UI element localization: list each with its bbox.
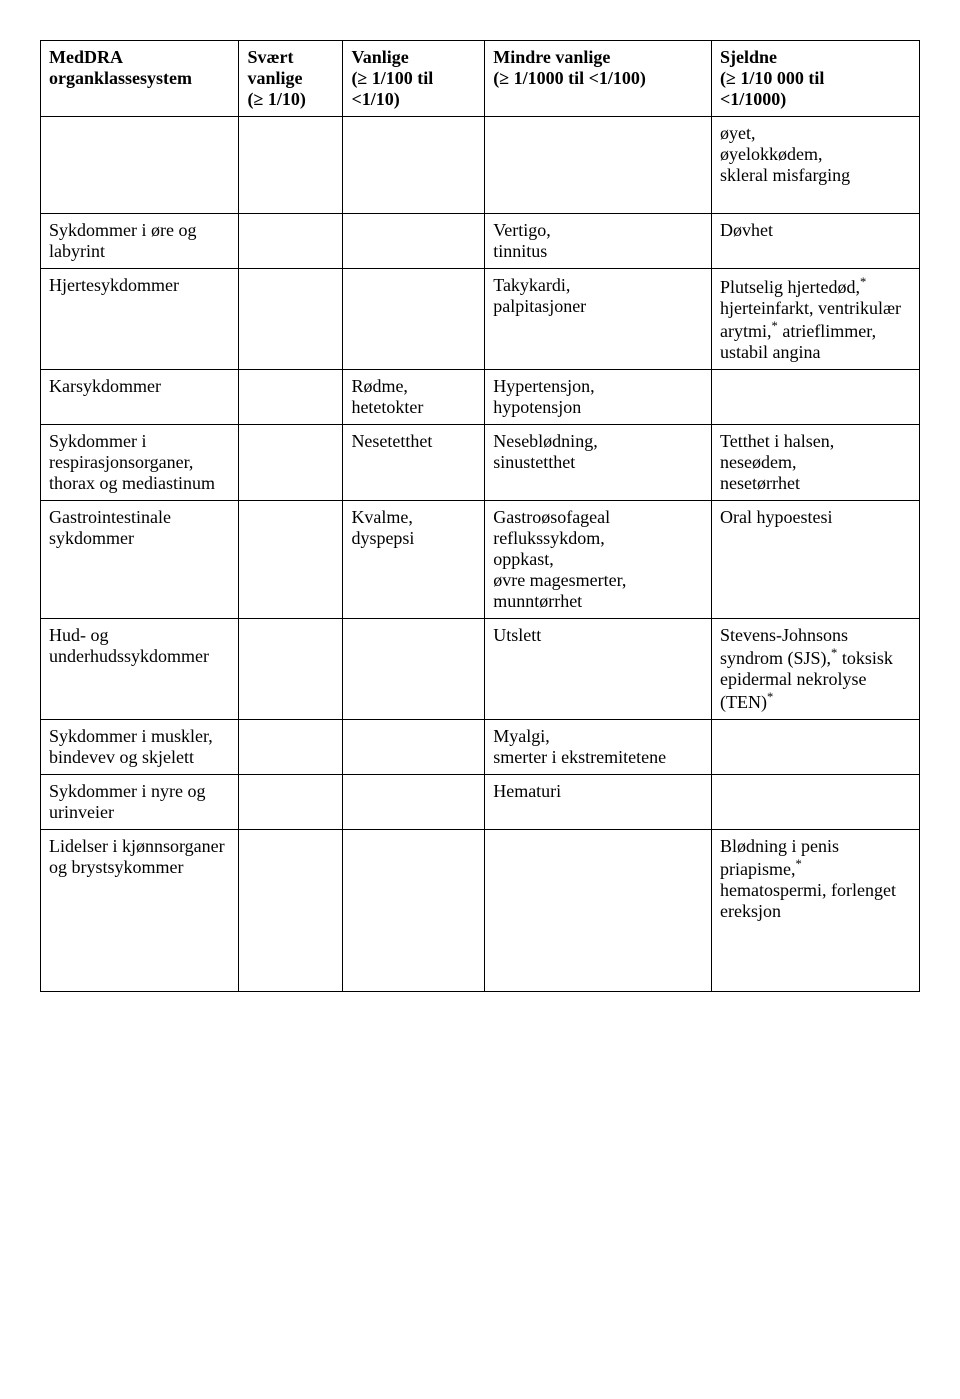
table-cell: Stevens-Johnsons syndrom (SJS),* toksisk… — [712, 619, 920, 720]
table-cell — [41, 117, 239, 214]
table-cell — [239, 425, 343, 501]
table-row: Karsykdommer Rødme, hetetokterHypertensjo… — [41, 370, 920, 425]
col-header-common: Vanlige (≥ 1/100 til <1/10) — [343, 41, 485, 117]
table-row: Hjertesykdommer Takykardi, palpitasjonerP… — [41, 269, 920, 370]
table-cell: Plutselig hjertedød,* hjerteinfarkt, ven… — [712, 269, 920, 370]
table-cell: Neseblødning, sinustetthet — [485, 425, 712, 501]
col-header-very-common: Svært vanlige (≥ 1/10) — [239, 41, 343, 117]
table-row: øyet, øyelokkødem, skleral misfarging — [41, 117, 920, 214]
table-row: Hud- og underhudssykdommer UtslettStevens… — [41, 619, 920, 720]
table-cell — [485, 830, 712, 992]
table-row: Lidelser i kjønnsorganer og brystsykomme… — [41, 830, 920, 992]
table-cell — [343, 214, 485, 269]
table-cell: Vertigo, tinnitus — [485, 214, 712, 269]
table-cell — [712, 720, 920, 775]
table-cell — [239, 214, 343, 269]
table-cell — [239, 501, 343, 619]
table-cell: Rødme, hetetokter — [343, 370, 485, 425]
table-cell: Utslett — [485, 619, 712, 720]
table-cell: Hematuri — [485, 775, 712, 830]
table-cell — [343, 830, 485, 992]
table-cell: Karsykdommer — [41, 370, 239, 425]
table-cell: Hjertesykdommer — [41, 269, 239, 370]
table-cell — [343, 775, 485, 830]
table-cell: Gastroøsofageal reflukssykdom, oppkast, … — [485, 501, 712, 619]
col-header-uncommon: Mindre vanlige (≥ 1/1000 til <1/100) — [485, 41, 712, 117]
table-cell — [343, 619, 485, 720]
table-cell: Kvalme, dyspepsi — [343, 501, 485, 619]
table-cell: Sykdommer i muskler, bindevev og skjelet… — [41, 720, 239, 775]
table-cell: Nesetetthet — [343, 425, 485, 501]
table-cell: Oral hypoestesi — [712, 501, 920, 619]
table-cell — [485, 117, 712, 214]
table-cell: Lidelser i kjønnsorganer og brystsykomme… — [41, 830, 239, 992]
table-cell — [712, 370, 920, 425]
meddra-table: MedDRA organklassesystem Svært vanlige (… — [40, 40, 920, 992]
table-cell: Hypertensjon, hypotensjon — [485, 370, 712, 425]
table-cell — [239, 720, 343, 775]
table-cell — [239, 619, 343, 720]
table-cell: Blødning i penis priapisme,* hematosperm… — [712, 830, 920, 992]
table-cell: Sykdommer i nyre og urinveier — [41, 775, 239, 830]
table-row: Sykdommer i nyre og urinveier Hematuri — [41, 775, 920, 830]
table-cell — [712, 775, 920, 830]
table-row: Sykdommer i respirasjonsorganer, thorax … — [41, 425, 920, 501]
table-cell — [239, 830, 343, 992]
col-header-organ-system: MedDRA organklassesystem — [41, 41, 239, 117]
table-cell — [343, 720, 485, 775]
table-cell: Takykardi, palpitasjoner — [485, 269, 712, 370]
table-row: Gastrointestinale sykdommer Kvalme, dyspe… — [41, 501, 920, 619]
table-cell: Gastrointestinale sykdommer — [41, 501, 239, 619]
table-cell — [343, 117, 485, 214]
table-cell: Sykdommer i respirasjonsorganer, thorax … — [41, 425, 239, 501]
table-cell — [239, 370, 343, 425]
table-cell: øyet, øyelokkødem, skleral misfarging — [712, 117, 920, 214]
table-cell: Myalgi, smerter i ekstremitetene — [485, 720, 712, 775]
col-header-rare: Sjeldne (≥ 1/10 000 til <1/1000) — [712, 41, 920, 117]
table-row: Sykdommer i øre og labyrint Vertigo, tinn… — [41, 214, 920, 269]
table-cell — [239, 269, 343, 370]
table-cell: Sykdommer i øre og labyrint — [41, 214, 239, 269]
table-row: Sykdommer i muskler, bindevev og skjelet… — [41, 720, 920, 775]
table-cell: Hud- og underhudssykdommer — [41, 619, 239, 720]
table-cell: Døvhet — [712, 214, 920, 269]
table-cell — [239, 775, 343, 830]
table-cell: Tetthet i halsen, neseødem, nesetørrhet — [712, 425, 920, 501]
table-cell — [239, 117, 343, 214]
table-header-row: MedDRA organklassesystem Svært vanlige (… — [41, 41, 920, 117]
table-cell — [343, 269, 485, 370]
table-body: øyet, øyelokkødem, skleral misfarging Sy… — [41, 117, 920, 992]
